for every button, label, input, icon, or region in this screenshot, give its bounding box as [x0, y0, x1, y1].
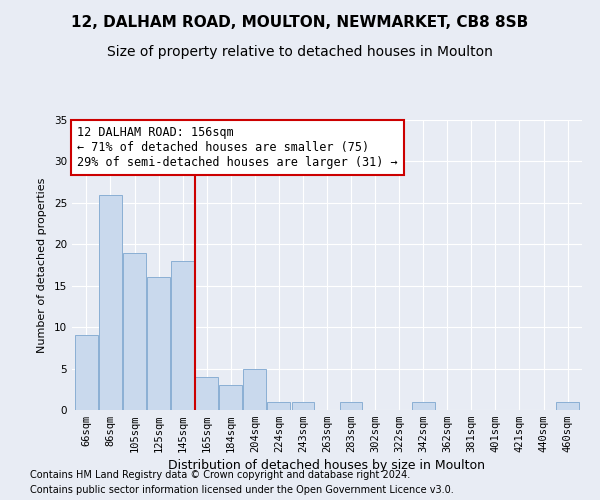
- Bar: [99, 194, 122, 410]
- Text: Contains public sector information licensed under the Open Government Licence v3: Contains public sector information licen…: [30, 485, 454, 495]
- Text: Contains HM Land Registry data © Crown copyright and database right 2024.: Contains HM Land Registry data © Crown c…: [30, 470, 410, 480]
- Bar: [147, 278, 170, 410]
- Bar: [75, 336, 98, 410]
- Text: 12 DALHAM ROAD: 156sqm
← 71% of detached houses are smaller (75)
29% of semi-det: 12 DALHAM ROAD: 156sqm ← 71% of detached…: [77, 126, 398, 169]
- Text: 12, DALHAM ROAD, MOULTON, NEWMARKET, CB8 8SB: 12, DALHAM ROAD, MOULTON, NEWMARKET, CB8…: [71, 15, 529, 30]
- Bar: [268, 402, 290, 410]
- Bar: [292, 402, 314, 410]
- Y-axis label: Number of detached properties: Number of detached properties: [37, 178, 47, 352]
- Bar: [195, 377, 218, 410]
- Bar: [340, 402, 362, 410]
- Bar: [244, 368, 266, 410]
- Bar: [171, 261, 194, 410]
- Bar: [123, 252, 146, 410]
- X-axis label: Distribution of detached houses by size in Moulton: Distribution of detached houses by size …: [169, 460, 485, 472]
- Text: Size of property relative to detached houses in Moulton: Size of property relative to detached ho…: [107, 45, 493, 59]
- Bar: [220, 385, 242, 410]
- Bar: [412, 402, 434, 410]
- Bar: [556, 402, 579, 410]
